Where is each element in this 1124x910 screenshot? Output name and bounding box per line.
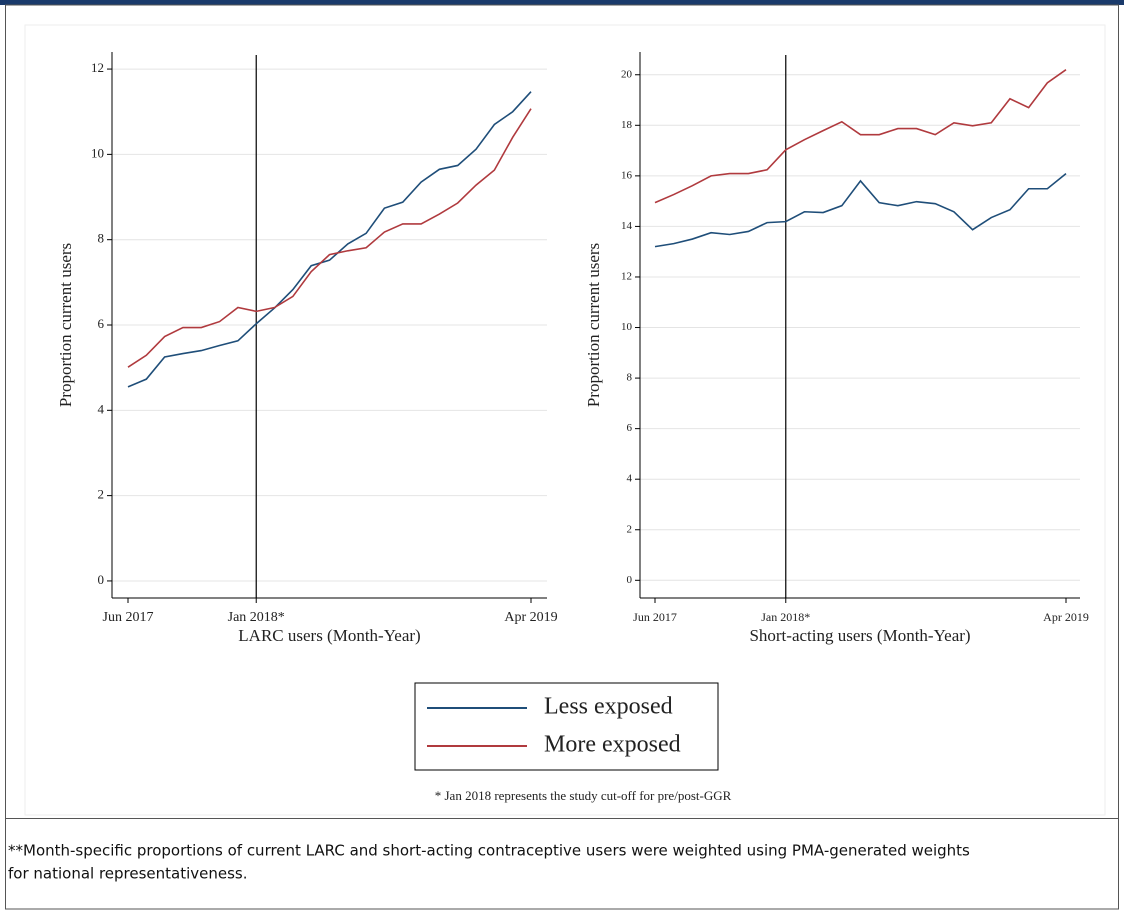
y-tick-label: 8 (627, 372, 633, 384)
x-tick-label: Apr 2019 (1043, 610, 1089, 624)
caption-line: for national representativeness. (8, 865, 248, 883)
legend-label: More exposed (544, 732, 681, 758)
y-tick-label: 6 (98, 316, 105, 331)
y-tick-label: 20 (621, 68, 633, 80)
y-tick-label: 4 (627, 473, 633, 485)
y-tick-label: 18 (621, 119, 633, 131)
caption-line: **Month-specific proportions of current … (8, 842, 970, 860)
y-tick-label: 16 (621, 169, 633, 181)
y-tick-label: 4 (98, 401, 105, 416)
y-tick-label: 10 (621, 321, 633, 333)
x-tick-label: Jun 2017 (103, 610, 154, 625)
x-tick-label: Jun 2017 (633, 610, 677, 624)
y-tick-label: 6 (627, 422, 633, 434)
x-axis-title: Short-acting users (Month-Year) (749, 626, 970, 645)
legend-label: Less exposed (544, 694, 673, 720)
y-tick-label: 2 (627, 523, 633, 535)
figure-area (24, 24, 1106, 816)
y-axis-title: Proportion current users (56, 243, 75, 407)
y-tick-label: 2 (98, 487, 105, 502)
x-tick-label: Jan 2018* (228, 610, 285, 625)
y-tick-label: 10 (91, 145, 104, 160)
legend (414, 682, 719, 771)
x-tick-label: Apr 2019 (504, 610, 557, 625)
series-line (127, 91, 532, 388)
y-tick-label: 14 (621, 220, 633, 232)
series-line (654, 172, 1067, 248)
y-axis-title: Proportion current users (584, 243, 603, 407)
footnote: * Jan 2018 represents the study cut-off … (435, 788, 732, 803)
frame (5, 4, 1119, 910)
y-tick-label: 0 (98, 572, 105, 587)
x-tick-label: Jan 2018* (761, 610, 810, 624)
x-axis-title: LARC users (Month-Year) (238, 626, 420, 645)
y-tick-label: 8 (98, 231, 105, 246)
y-tick-label: 0 (627, 574, 633, 586)
series-line (127, 108, 532, 368)
y-tick-label: 12 (621, 271, 632, 283)
y-tick-label: 12 (91, 60, 104, 75)
top-bar (0, 0, 1124, 5)
series-line (654, 69, 1067, 204)
